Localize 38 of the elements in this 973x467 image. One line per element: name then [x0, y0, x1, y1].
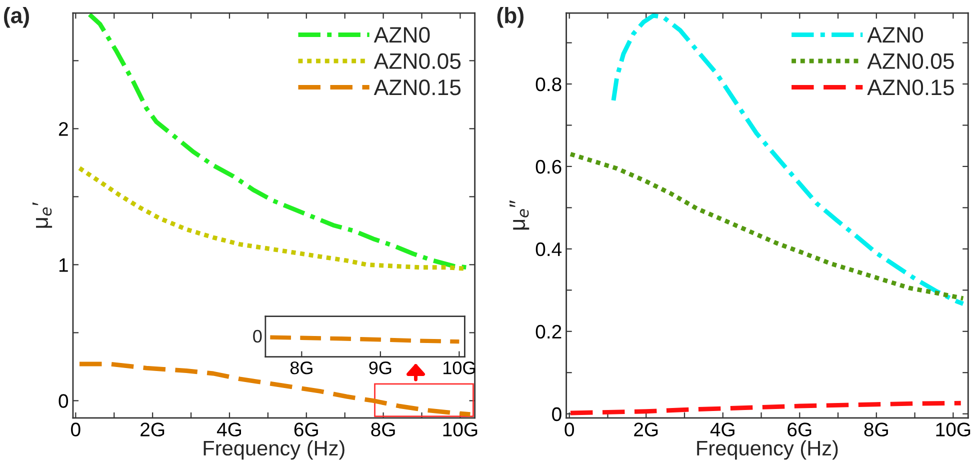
y-tick-label: 0.4 [536, 242, 562, 256]
x-tick-label: 2G [634, 422, 658, 436]
legend-label: AZN0.15 [374, 80, 461, 96]
chart-title: (a) [4, 7, 29, 28]
y-tick-label: 2 [58, 122, 68, 136]
y-tick-label: 0.8 [536, 77, 562, 92]
x-tick-label: 6G [294, 422, 318, 436]
legend-label: AZN0.15 [867, 80, 954, 96]
x-axis-title: Frequency (Hz) [204, 440, 344, 460]
x-tick-label: 9G [369, 361, 392, 374]
y-tick-label: 0 [58, 394, 68, 408]
line-series [568, 152, 966, 301]
x-tick-label: 10G [936, 422, 970, 436]
line-series [87, 13, 469, 270]
y-tick-label: 0.6 [536, 160, 562, 174]
chart-title: (b) [497, 7, 524, 28]
x-tick-label: 0 [71, 422, 80, 436]
x-tick-label: 10G [443, 422, 478, 436]
legend-label: AZN0.05 [867, 53, 954, 70]
legend-label: AZN0 [374, 26, 430, 43]
y-axis-title: μ$_{e}$″ [510, 200, 530, 230]
x-tick-label: 4G [710, 422, 734, 436]
legend-label: AZN0 [867, 26, 924, 43]
x-tick-label: 8G [290, 361, 312, 374]
y-axis-title: μ$_{e}$′ [32, 202, 52, 228]
x-tick-label: 6G [788, 422, 812, 436]
x-tick-label: 0 [564, 422, 574, 436]
x-axis-title: Frequency (Hz) [697, 440, 838, 460]
x-tick-label: 2G [140, 422, 164, 436]
y-tick-label: 0.2 [536, 324, 562, 339]
line-series [611, 13, 966, 306]
x-tick-label: 8G [371, 422, 395, 436]
x-tick-label: 4G [216, 422, 241, 436]
y-tick-label: 1 [59, 258, 68, 272]
legend-label: AZN0.05 [374, 53, 461, 70]
y-tick-label: 0 [552, 407, 562, 422]
annotation: 0 [253, 330, 262, 343]
x-tick-label: 8G [864, 422, 888, 436]
